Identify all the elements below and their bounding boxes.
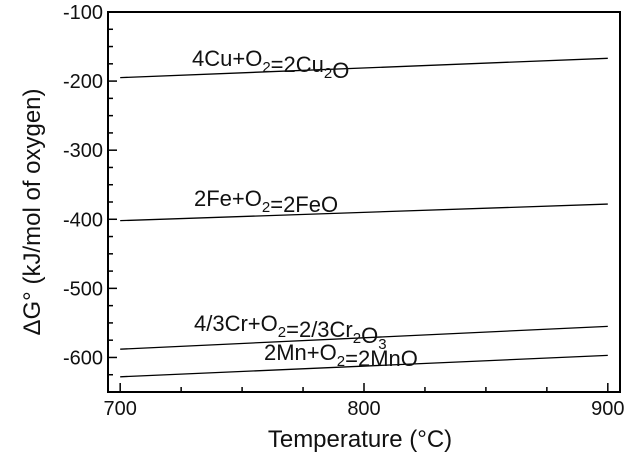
series-label-4: 2Mn+O2=2MnO [264,340,418,371]
y-axis-title: ΔG° (kJ/mol of oxygen) [19,88,46,335]
series-line-4 [120,354,608,378]
y-tick-label: -200 [63,71,103,93]
ticks: 700 800 900 -100 -200 -300 -400 -500 -600 [63,2,625,420]
y-tick-label: -300 [63,140,103,162]
series-labels: 4Cu+O2=2Cu2O 2Fe+O2=2FeO 4/3Cr+O2=2/3Cr2O3… [192,46,418,371]
x-tick-label: 900 [591,398,624,420]
x-tick-label: 800 [347,398,380,420]
series-line-3 [120,325,608,350]
y-tick-label: -600 [63,347,103,369]
series-label-3: 4/3Cr+O2=2/3Cr2O3 [194,311,387,353]
y-tick-label: -500 [63,278,103,300]
y-tick-label: -400 [63,209,103,231]
y-tick-label: -100 [63,2,103,24]
series-line-1 [120,57,608,79]
series-lines [120,57,608,378]
x-tick-label: 700 [104,398,137,420]
series-label-2: 2Fe+O2=2FeO [194,186,338,217]
series-label-1: 4Cu+O2=2Cu2O [192,46,349,83]
x-axis-title: Temperature (°C) [268,426,452,453]
series-line-2 [120,203,608,222]
